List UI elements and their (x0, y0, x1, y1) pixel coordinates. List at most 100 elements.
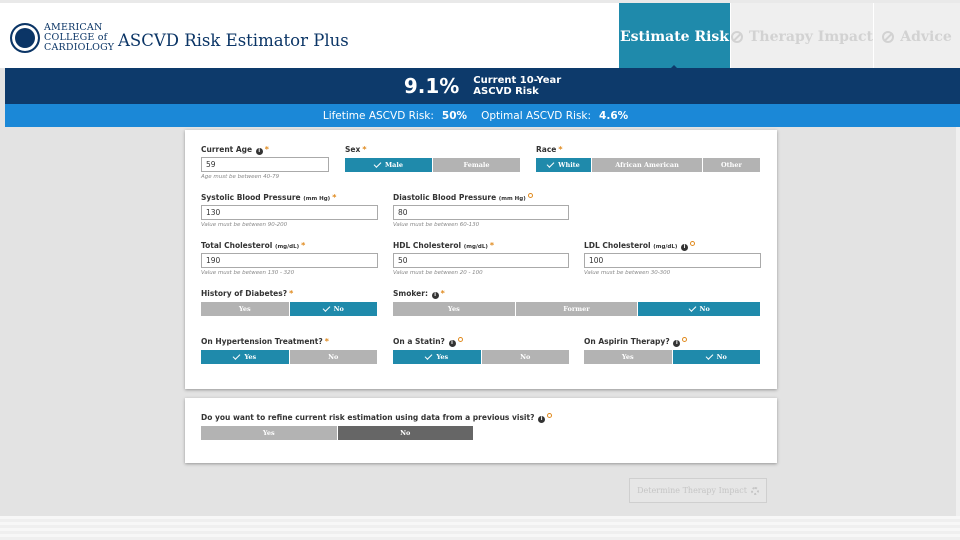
check-icon (424, 352, 433, 360)
smoker-label: Smoker: i * (393, 289, 445, 299)
risk-factors-form: Current Age i * 59 Age must be between 40… (185, 130, 777, 389)
optional-marker (690, 241, 696, 246)
aspirin-toggle: Yes No (584, 350, 760, 364)
tab-estimate-risk[interactable]: Estimate Risk (619, 3, 730, 72)
statin-label: On a Statin? i (393, 337, 463, 347)
refine-estimation-card: Do you want to refine current risk estim… (185, 398, 777, 463)
ldl-label: LDL Cholesterol (mg/dL) i (584, 241, 696, 251)
check-icon (322, 304, 330, 312)
info-icon[interactable]: i (431, 292, 439, 299)
refine-toggle: Yes No (201, 426, 473, 440)
tab-advice-label: Advice (900, 29, 952, 45)
systolic-hint: Value must be between 90-200 (201, 222, 288, 228)
check-icon (232, 352, 241, 360)
tab-advice[interactable]: Advice (874, 3, 960, 71)
check-icon (705, 352, 713, 360)
refine-question: Do you want to refine current risk estim… (201, 413, 553, 423)
lifetime-risk-banner: Lifetime ASCVD Risk: 50% Optimal ASCVD R… (5, 104, 960, 127)
sex-option-male[interactable]: Male (345, 158, 433, 172)
logo-line-1: AMERICAN (44, 22, 103, 33)
diabetes-option-no[interactable]: No (289, 302, 377, 316)
diabetes-toggle: Yes No (201, 302, 377, 316)
required-marker: * (489, 241, 495, 250)
diabetes-option-yes[interactable]: Yes (201, 302, 290, 316)
current-risk-banner: 9.1% Current 10-Year ASCVD Risk (5, 68, 960, 104)
check-icon (373, 160, 382, 168)
race-option-white[interactable]: White (536, 158, 592, 172)
required-marker: * (264, 145, 269, 154)
systolic-input[interactable]: 130 (201, 205, 378, 220)
logo-line-2: COLLEGE of (44, 32, 108, 43)
refine-option-no[interactable]: No (337, 426, 473, 440)
determine-therapy-impact-button[interactable]: Determine Therapy Impact (629, 478, 767, 503)
footer-strip (0, 516, 960, 540)
diastolic-label: Diastolic Blood Pressure (mm Hg) (393, 193, 533, 202)
current-risk-label: Current 10-Year ASCVD Risk (473, 75, 561, 97)
tab-therapy-impact-label: Therapy Impact (749, 29, 873, 45)
lifetime-risk-value: 50% (441, 109, 468, 122)
page-edge (956, 127, 960, 516)
info-icon[interactable]: i (255, 148, 263, 155)
sex-toggle: Male Female (345, 158, 520, 172)
check-icon (546, 160, 555, 168)
systolic-label: Systolic Blood Pressure (mm Hg) * (201, 193, 337, 202)
age-input[interactable]: 59 (201, 157, 329, 172)
required-marker: * (324, 337, 329, 346)
required-marker: * (332, 193, 337, 202)
ldl-hint: Value must be between 30-300 (584, 270, 671, 276)
info-icon[interactable]: i (673, 340, 681, 347)
diastolic-input[interactable]: 80 (393, 205, 569, 220)
smoker-toggle: Yes Former No (393, 302, 761, 316)
tab-therapy-impact[interactable]: Therapy Impact (731, 3, 873, 71)
hypertension-label: On Hypertension Treatment? * (201, 337, 329, 346)
statin-toggle: Yes No (393, 350, 569, 364)
statin-option-no[interactable]: No (481, 350, 569, 364)
race-option-african-american[interactable]: African American (592, 158, 703, 172)
required-marker: * (440, 289, 445, 298)
required-marker: * (289, 289, 294, 298)
ldl-input[interactable]: 100 (584, 253, 761, 268)
required-marker: * (558, 145, 563, 154)
diastolic-hint: Value must be between 60-130 (393, 222, 480, 228)
required-marker: * (362, 145, 367, 154)
hdl-input[interactable]: 50 (393, 253, 569, 268)
acc-seal-icon (10, 23, 40, 53)
total-cholesterol-label: Total Cholesterol (mg/dL) * (201, 241, 306, 250)
gear-icon (750, 486, 759, 495)
sex-label: Sex * (345, 145, 367, 154)
optional-marker (457, 337, 463, 342)
tab-estimate-risk-label: Estimate Risk (619, 29, 729, 45)
total-cholesterol-hint: Value must be between 130 - 320 (201, 270, 295, 276)
info-icon[interactable]: i (681, 244, 689, 251)
hypertension-toggle: Yes No (201, 350, 377, 364)
info-icon[interactable]: i (448, 340, 456, 347)
risk-label-line-2: ASCVD Risk (473, 86, 539, 97)
acc-logo-text: AMERICAN COLLEGE of CARDIOLOGY (44, 23, 114, 53)
optional-marker (547, 413, 553, 418)
risk-label-line-1: Current 10-Year (473, 75, 562, 86)
refine-option-yes[interactable]: Yes (201, 426, 338, 440)
hypertension-option-no[interactable]: No (289, 350, 377, 364)
smoker-option-no[interactable]: No (638, 302, 761, 316)
total-cholesterol-input[interactable]: 190 (201, 253, 378, 268)
statin-option-yes[interactable]: Yes (393, 350, 482, 364)
age-label: Current Age i * (201, 145, 269, 155)
race-label: Race * (536, 145, 563, 154)
aspirin-option-no[interactable]: No (672, 350, 760, 364)
hypertension-option-yes[interactable]: Yes (201, 350, 290, 364)
smoker-option-former[interactable]: Former (515, 302, 639, 316)
lifetime-risk-label: Lifetime ASCVD Risk: (322, 109, 434, 122)
info-icon[interactable]: i (538, 416, 546, 423)
app-title: ASCVD Risk Estimator Plus (118, 31, 349, 50)
race-toggle: White African American Other (536, 158, 760, 172)
aspirin-option-yes[interactable]: Yes (584, 350, 673, 364)
ban-icon (731, 31, 744, 43)
hdl-label: HDL Cholesterol (mg/dL) * (393, 241, 495, 250)
smoker-option-yes[interactable]: Yes (393, 302, 516, 316)
required-marker: * (301, 241, 306, 250)
sex-option-female[interactable]: Female (433, 158, 520, 172)
race-option-other[interactable]: Other (703, 158, 760, 172)
optional-marker (682, 337, 688, 342)
app-header: AMERICAN COLLEGE of CARDIOLOGY ASCVD Ris… (0, 0, 960, 72)
optional-marker (527, 193, 533, 198)
